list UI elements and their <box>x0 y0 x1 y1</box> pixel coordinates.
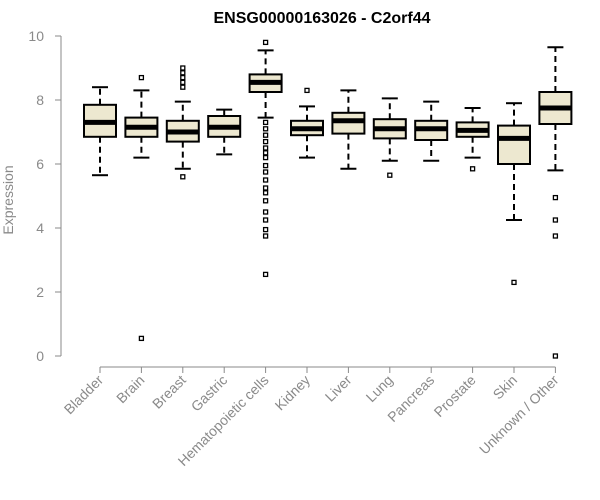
x-category-label: Skin <box>490 372 521 403</box>
y-tick-label: 10 <box>28 28 44 44</box>
outlier-point <box>180 74 186 81</box>
box-12 <box>538 46 573 359</box>
outlier-point <box>262 126 269 132</box>
outlier-point <box>262 271 269 278</box>
x-category-label: Bladder <box>61 372 107 418</box>
box-8 <box>372 97 407 178</box>
outlier-point <box>262 190 269 196</box>
outlier-point <box>304 87 310 94</box>
outlier-point <box>262 169 269 175</box>
outlier-point <box>262 226 269 233</box>
outlier-point <box>262 119 269 126</box>
box-7 <box>331 89 366 170</box>
y-axis: 0 2 4 6 8 10 <box>28 28 62 364</box>
outlier-point <box>262 132 269 138</box>
x-category-label: Breast <box>149 372 189 412</box>
outlier-point <box>552 217 559 223</box>
outlier-point <box>138 74 145 81</box>
outlier-point <box>180 70 186 76</box>
box-iqr <box>497 124 531 165</box>
box-11 <box>497 102 531 286</box>
outlier-point <box>262 150 269 156</box>
outlier-point <box>262 162 269 169</box>
y-tick-label: 0 <box>36 348 44 364</box>
box-6 <box>290 87 324 159</box>
outlier-point <box>180 84 186 90</box>
boxes-group <box>83 39 573 359</box>
outlier-point <box>262 154 269 161</box>
y-tick-label: 2 <box>36 284 44 300</box>
outlier-point <box>262 138 269 145</box>
outlier-point <box>262 177 269 183</box>
box-4 <box>207 108 242 156</box>
outlier-point <box>180 65 186 71</box>
x-category-label: Prostate <box>431 372 479 420</box>
x-category-label: Unknown / Other <box>476 372 562 458</box>
outlier-point <box>511 279 517 286</box>
chart-title: ENSG00000163026 - C2orf44 <box>213 10 430 27</box>
outlier-point <box>469 166 476 172</box>
outlier-point <box>262 145 269 151</box>
outlier-point <box>552 353 559 359</box>
outlier-point <box>262 185 269 191</box>
x-category-label: Lung <box>363 372 396 405</box>
outlier-point <box>262 217 269 223</box>
box-10 <box>455 107 490 172</box>
y-tick-label: 8 <box>36 92 44 108</box>
outlier-point <box>180 174 186 180</box>
x-category-label: Brain <box>113 372 147 406</box>
box-3 <box>165 65 200 180</box>
y-axis-label: Expression <box>0 165 16 234</box>
x-category-label: Kidney <box>272 372 314 414</box>
outlier-point <box>552 194 559 201</box>
outlier-point <box>138 335 145 342</box>
box-1 <box>83 86 117 177</box>
x-category-label: Liver <box>322 372 355 405</box>
y-tick-label: 4 <box>36 220 44 236</box>
outlier-point <box>180 79 186 86</box>
y-tick-label: 6 <box>36 156 44 172</box>
box-9 <box>414 100 449 162</box>
outlier-point <box>552 233 559 239</box>
outlier-point <box>262 233 269 239</box>
box-2 <box>124 74 159 342</box>
outlier-point <box>387 172 393 178</box>
outlier-point <box>262 209 269 215</box>
outlier-point <box>262 39 269 46</box>
box-5 <box>248 39 283 278</box>
outlier-point <box>262 198 269 204</box>
